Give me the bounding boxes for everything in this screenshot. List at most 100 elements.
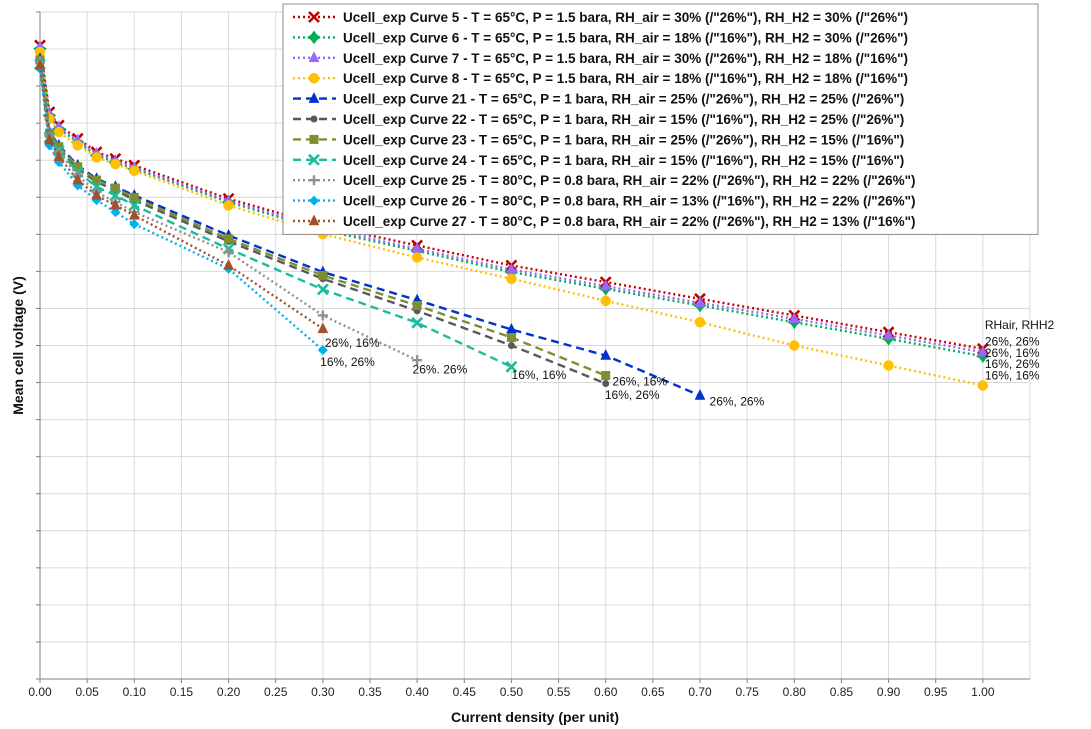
series-line: [38, 48, 984, 358]
data-point: [44, 133, 55, 145]
legend-item: Ucell_exp Curve 8 - T = 65°C, P = 1.5 ba…: [293, 71, 908, 86]
data-point: [53, 126, 65, 138]
x-tick-label: 0.45: [453, 685, 477, 699]
data-point: [317, 322, 329, 334]
data-point: [110, 198, 121, 210]
series-line: [38, 65, 324, 330]
legend-item: Ucell_exp Curve 22 - T = 65°C, P = 1 bar…: [293, 112, 904, 127]
data-point: [310, 115, 318, 123]
data-point: [411, 252, 423, 263]
series-line: [38, 51, 984, 387]
x-tick-label: 0.05: [75, 685, 99, 699]
x-axis-title: Current density (per unit): [451, 709, 619, 725]
data-point: [308, 11, 320, 23]
y-axis-title: Mean cell voltage (V): [10, 276, 26, 414]
data-point: [694, 316, 706, 328]
data-point: [223, 200, 234, 211]
legend-box: [282, 3, 1039, 235]
legend-label: Ucell_exp Curve 6 - T = 65°C, P = 1.5 ba…: [343, 30, 908, 45]
data-point: [223, 258, 234, 270]
data-label: RHair, RHH2: [985, 318, 1055, 332]
x-tick-label: 0.70: [688, 685, 712, 699]
data-point: [977, 380, 989, 391]
legend-label: Ucell_exp Curve 8 - T = 65°C, P = 1.5 ba…: [343, 71, 908, 86]
data-point: [223, 247, 234, 258]
x-tick-label: 0.30: [311, 685, 335, 699]
data-point: [317, 310, 328, 321]
x-tick-label: 0.00: [28, 685, 52, 699]
data-point: [91, 152, 102, 163]
x-tick-label: 0.65: [641, 685, 665, 699]
data-point: [883, 360, 894, 371]
legend-label: Ucell_exp Curve 22 - T = 65°C, P = 1 bar…: [343, 112, 904, 127]
x-tick-label: 1.00: [971, 685, 995, 699]
legend-label: Ucell_exp Curve 24 - T = 65°C, P = 1 bar…: [343, 153, 904, 168]
legend-label: Ucell_exp Curve 26 - T = 80°C, P = 0.8 b…: [343, 194, 916, 209]
data-label: 26%, 26%: [710, 395, 765, 409]
legend-item: Ucell_exp Curve 21 - T = 65°C, P = 1 bar…: [293, 92, 904, 107]
x-tick-label: 0.80: [783, 685, 807, 699]
series-11: [34, 58, 329, 334]
x-tick-label: 0.50: [500, 685, 524, 699]
data-point: [128, 208, 140, 220]
data-label: 16%, 26%: [985, 357, 1040, 371]
data-point: [54, 142, 64, 152]
data-point: [129, 219, 140, 230]
x-tick-label: 0.55: [547, 685, 571, 699]
data-point: [129, 165, 140, 176]
x-tick-label: 0.15: [170, 685, 194, 699]
data-point: [110, 158, 121, 170]
legend-item: Ucell_exp Curve 5 - T = 65°C, P = 1.5 ba…: [293, 10, 908, 25]
data-point: [602, 380, 610, 388]
data-point: [308, 214, 320, 226]
data-point: [224, 234, 234, 244]
x-tick-label: 0.10: [123, 685, 147, 699]
data-point: [307, 30, 321, 45]
x-tick-label: 0.40: [405, 685, 429, 699]
x-tick-label: 0.35: [358, 685, 382, 699]
data-point: [34, 58, 46, 70]
data-point: [309, 195, 319, 206]
data-point: [308, 153, 320, 166]
series-line: [38, 61, 607, 385]
series-line: [38, 45, 984, 350]
legend-label: Ucell_exp Curve 5 - T = 65°C, P = 1.5 ba…: [343, 10, 908, 25]
legend-label: Ucell_exp Curve 25 - T = 80°C, P = 0.8 b…: [343, 173, 916, 188]
legend: Ucell_exp Curve 5 - T = 65°C, P = 1.5 ba…: [282, 3, 1039, 235]
data-point: [883, 328, 894, 340]
x-tick-label: 0.60: [594, 685, 618, 699]
x-tick-label: 0.90: [877, 685, 901, 699]
legend-item: Ucell_exp Curve 6 - T = 65°C, P = 1.5 ba…: [293, 30, 908, 45]
data-point: [129, 192, 139, 202]
legend-label: Ucell_exp Curve 27 - T = 80°C, P = 0.8 b…: [343, 214, 916, 229]
legend-item: Ucell_exp Curve 27 - T = 80°C, P = 0.8 b…: [293, 214, 916, 229]
axes: 0.00 0.05 0.10 0.15 0.20 0.25 0.30 0.35 0.40 0.45…: [28, 11, 1030, 699]
data-point: [316, 283, 329, 296]
data-point: [317, 345, 328, 356]
x-tick-label: 0.85: [830, 685, 854, 699]
x-tick-label: 0.20: [217, 685, 241, 699]
data-label: 16%, 16%: [985, 369, 1040, 383]
data-point: [72, 140, 83, 151]
series-layer: [33, 39, 990, 400]
data-label: 26%, 16%: [612, 375, 667, 389]
legend-item: Ucell_exp Curve 23 - T = 65°C, P = 1 bar…: [293, 132, 904, 147]
data-point: [308, 72, 320, 84]
data-point: [309, 134, 319, 144]
data-point: [600, 295, 611, 307]
data-point: [601, 371, 611, 381]
data-label: 16%, 16%: [512, 368, 567, 382]
legend-label: Ucell_exp Curve 7 - T = 65°C, P = 1.5 ba…: [343, 51, 908, 66]
data-label: 26%. 26%: [413, 363, 468, 377]
data-point: [600, 279, 612, 291]
x-tick-label: 0.25: [264, 685, 288, 699]
data-point: [412, 300, 422, 310]
data-point: [53, 150, 65, 161]
x-tick-label: 0.75: [735, 685, 759, 699]
data-point: [72, 173, 84, 185]
series-line: [38, 46, 984, 354]
data-label: 16%, 26%: [320, 355, 375, 369]
data-point: [308, 92, 320, 103]
legend-item: Ucell_exp Curve 26 - T = 80°C, P = 0.8 b…: [293, 194, 916, 209]
